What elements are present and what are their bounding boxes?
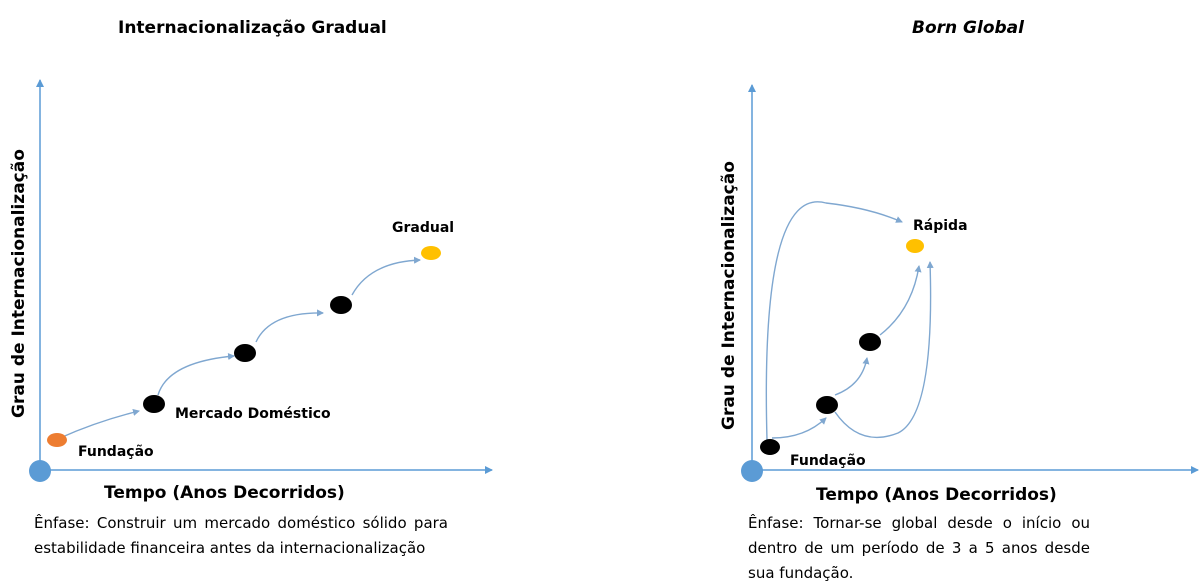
born-global-x-axis-label: Tempo (Anos Decorridos): [816, 485, 1057, 505]
gradual-panel: Internacionalização Gradual Grau de Inte…: [0, 0, 600, 586]
arrow-path: [255, 309, 324, 343]
gradual-diagram: Grau de Internacionalização Fundação Mer…: [9, 79, 493, 482]
start-point: [760, 439, 780, 455]
arrow-path: [351, 256, 421, 296]
origin-point: [741, 460, 763, 482]
milestone-point: [330, 296, 352, 314]
milestone-point: [143, 395, 165, 413]
end-point: [906, 239, 924, 253]
gradual-x-axis-label: Tempo (Anos Decorridos): [104, 483, 345, 503]
start-point: [47, 433, 67, 447]
arrow-path: [59, 409, 140, 439]
start-label: Fundação: [790, 453, 866, 469]
born-global-emphasis-text: Ênfase: Tornar-se global desde o início …: [748, 514, 1090, 582]
arrow-path: [157, 353, 235, 396]
gradual-y-axis-label: Grau de Internacionalização: [9, 149, 29, 418]
arrow-path: [879, 265, 922, 336]
milestone-point: [859, 333, 881, 351]
end-label: Rápida: [913, 218, 968, 234]
born-global-title: Born Global: [912, 18, 1024, 38]
gradual-title: Internacionalização Gradual: [118, 18, 387, 38]
arrow-path: [765, 201, 903, 441]
born-global-y-axis-label: Grau de Internacionalização: [719, 161, 739, 430]
milestone-point: [234, 344, 256, 362]
born-global-diagram: Grau de Internacionalização Fundação Ráp…: [719, 84, 1199, 482]
start-label: Fundação: [78, 444, 154, 460]
born-global-panel: Born Global Grau de Internacionalização …: [600, 0, 1201, 586]
domestic-market-label: Mercado Doméstico: [175, 406, 331, 422]
gradual-emphasis-text: Ênfase: Construir um mercado doméstico s…: [34, 514, 448, 557]
arrow-path: [771, 417, 827, 439]
end-point: [421, 246, 441, 260]
arrow-path: [834, 261, 934, 439]
origin-point: [29, 460, 51, 482]
milestone-point: [816, 396, 838, 414]
end-label: Gradual: [392, 220, 454, 236]
arrow-path: [834, 357, 870, 396]
